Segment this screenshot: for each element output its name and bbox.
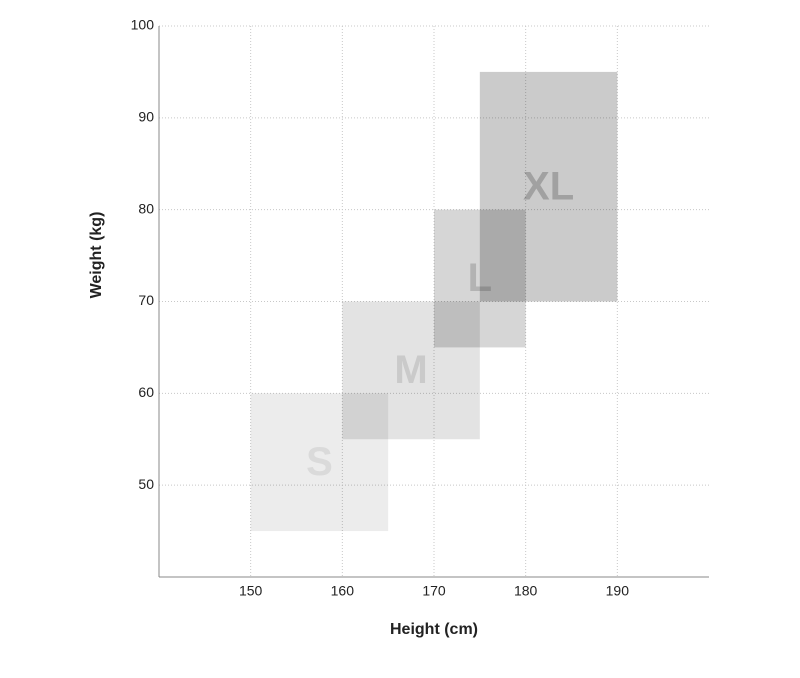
size-label: M xyxy=(394,348,427,392)
y-tick-label: 50 xyxy=(138,476,154,492)
size-box xyxy=(479,71,618,302)
y-axis-title: Weight (kg) xyxy=(88,212,105,299)
x-tick-label: 150 xyxy=(239,583,263,599)
x-axis-title: Height (cm) xyxy=(390,621,478,638)
x-tick-label: 170 xyxy=(422,583,446,599)
size-label: XL xyxy=(523,164,574,208)
y-tick-label: 100 xyxy=(131,17,155,33)
y-tick-label: 70 xyxy=(138,292,154,308)
y-tick-label: 80 xyxy=(138,200,154,216)
x-tick-label: 160 xyxy=(331,583,355,599)
size-label: L xyxy=(468,256,492,300)
x-tick-label: 180 xyxy=(514,583,538,599)
y-tick-label: 60 xyxy=(138,384,154,400)
y-tick-label: 90 xyxy=(138,109,154,125)
size-label: S xyxy=(306,440,333,484)
x-tick-label: 190 xyxy=(606,583,630,599)
